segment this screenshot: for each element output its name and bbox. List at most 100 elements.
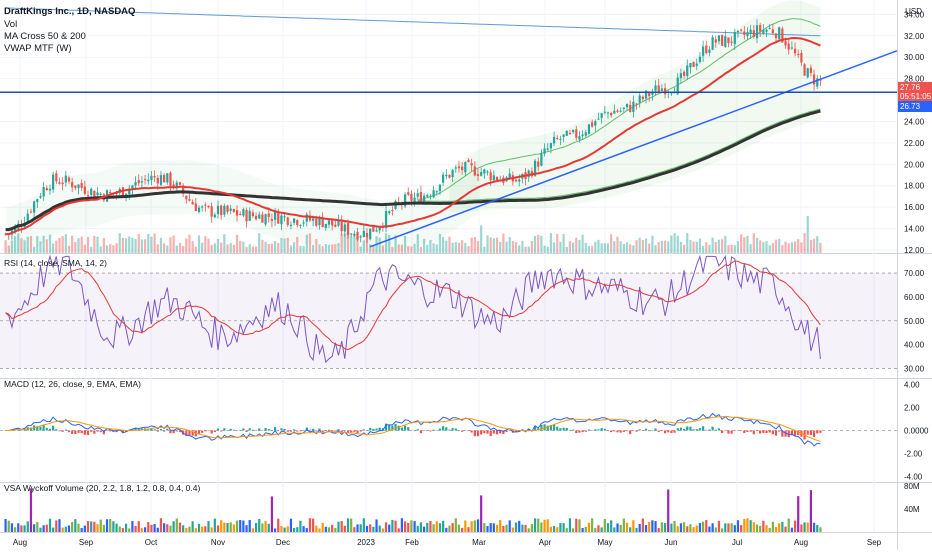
- volume-bar: [774, 239, 778, 253]
- macd-histogram-bar: [416, 429, 419, 431]
- macd-histogram-bar: [682, 428, 686, 431]
- volume-bar: [13, 236, 17, 253]
- volume-bar: [676, 235, 679, 253]
- macd-histogram-bar: [381, 428, 384, 431]
- vsa-volume-bar: [502, 526, 505, 532]
- volume-bar: [172, 235, 175, 253]
- vsa-volume-bar: [48, 518, 52, 532]
- vsa-volume-bar: [321, 522, 324, 532]
- vsa-volume-bar: [93, 521, 96, 532]
- candle-body: [587, 124, 591, 134]
- legend-vwap[interactable]: VWAP MTF (W): [4, 43, 72, 54]
- volume-bar: [334, 244, 337, 253]
- volume-bar: [188, 234, 191, 253]
- vsa-volume-bar: [17, 523, 20, 532]
- vsa-volume-bar: [280, 526, 283, 532]
- last-price-value: 27.76: [900, 83, 921, 92]
- vsa-volume-bar: [629, 527, 632, 532]
- macd-histogram-bar: [327, 429, 331, 431]
- currency-label[interactable]: USD: [905, 7, 922, 16]
- vsa-volume-bar: [714, 527, 717, 532]
- macd-histogram-bar: [546, 425, 549, 431]
- macd-histogram-bar: [283, 428, 286, 431]
- vsa-volume-bar: [226, 522, 229, 532]
- candle-body: [350, 233, 353, 235]
- x-tick-label-11: Jul: [732, 538, 742, 547]
- candle-body: [188, 199, 191, 201]
- candle-body: [226, 205, 229, 212]
- volume-bar: [394, 235, 397, 253]
- vsa-legend[interactable]: VSA Wyckoff Volume (20, 2.2, 1.8, 1.2, 0…: [4, 483, 201, 493]
- volume-bar: [124, 238, 128, 253]
- volume-bar: [527, 246, 530, 253]
- macd-histogram-bar: [600, 428, 603, 431]
- vsa-volume-bar: [717, 520, 721, 532]
- candle-body: [318, 216, 321, 225]
- vsa-volume-bar: [765, 525, 768, 532]
- vsa-volume-bar: [33, 524, 36, 532]
- volume-bar: [724, 235, 727, 253]
- macd-legend[interactable]: MACD (12, 26, close, 9, EMA, EMA): [4, 379, 141, 389]
- volume-bar: [137, 234, 140, 253]
- candle-body: [283, 216, 286, 218]
- vsa-volume-bar: [448, 525, 451, 532]
- macd-histogram-bar: [461, 430, 464, 432]
- candle-body: [724, 36, 727, 47]
- candle-body: [375, 230, 378, 232]
- price-tick-label-7: 18.00: [904, 182, 925, 191]
- vsa-volume-bar: [20, 525, 23, 532]
- vsa-volume-bar: [616, 523, 619, 532]
- vsa-volume-bar: [4, 518, 7, 532]
- volume-bar: [400, 244, 404, 253]
- volume-bar: [289, 245, 293, 253]
- rsi-legend[interactable]: RSI (14, close, SMA, 14, 2): [4, 258, 107, 268]
- candle-body: [559, 138, 562, 140]
- price-tick-label-6: 20.00: [904, 160, 925, 169]
- legend-vol[interactable]: Vol: [4, 19, 18, 30]
- volume-bar: [629, 244, 632, 253]
- volume-bar: [816, 236, 819, 253]
- volume-bar: [521, 240, 524, 253]
- candle-body: [797, 54, 800, 56]
- candle-body: [736, 30, 740, 33]
- candle-body: [689, 63, 692, 68]
- volume-bar: [682, 244, 686, 253]
- rsi-line: [5, 254, 821, 364]
- candle-body: [147, 179, 150, 182]
- macd-histogram-bar: [505, 430, 508, 432]
- candle-body: [698, 56, 702, 62]
- volume-bar: [641, 239, 644, 253]
- candle-body: [90, 188, 93, 195]
- volume-bar: [644, 238, 648, 253]
- macd-histogram-bar: [727, 430, 730, 434]
- volume-bar: [651, 235, 654, 253]
- macd-histogram-bar: [565, 427, 568, 431]
- macd-histogram-bar: [286, 430, 289, 432]
- legend-ma-cross[interactable]: MA Cross 50 & 200: [4, 31, 86, 42]
- vsa-volume-bar: [730, 523, 733, 532]
- volume-bar: [721, 239, 724, 253]
- axis-layer: Aug Sep Oct Nov Dec 2023 Feb Mar Apr May Jun Jul Aug…: [13, 10, 929, 547]
- candle-body: [223, 205, 226, 215]
- vsa-volume-bar: [115, 523, 118, 532]
- candle-body: [254, 215, 258, 220]
- vsa-volume-bar: [416, 525, 419, 532]
- macd-histogram-bar: [426, 430, 429, 431]
- volume-bar: [483, 246, 486, 253]
- macd-histogram-bar: [213, 430, 216, 433]
- candle-body: [343, 224, 346, 232]
- vsa-volume-bar: [375, 519, 378, 532]
- vsa-volume-bar: [483, 523, 486, 532]
- candle-body: [708, 49, 711, 53]
- vsa-volume-bar: [663, 523, 667, 532]
- vsa-volume-bar: [587, 522, 591, 532]
- volume-bar: [216, 238, 220, 253]
- volume-bar: [286, 237, 289, 253]
- candle-body: [448, 174, 451, 178]
- macd-histogram-bar: [350, 430, 353, 433]
- volume-bar: [327, 244, 331, 253]
- volume-bar: [270, 243, 274, 253]
- candle-body: [727, 37, 730, 43]
